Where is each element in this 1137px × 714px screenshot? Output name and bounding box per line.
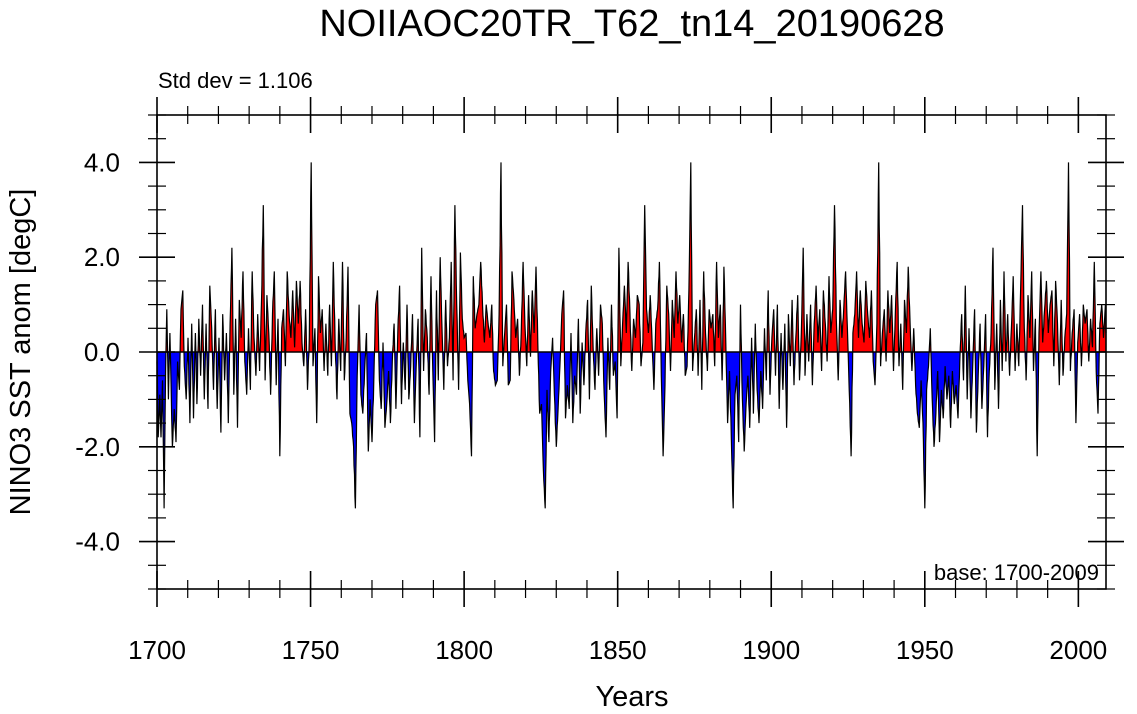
x-axis: 1700 1750 1800 1850 1900 1950 2000 bbox=[128, 97, 1107, 665]
x-tick-label: 1850 bbox=[589, 635, 647, 665]
positive-anomaly-fill bbox=[472, 261, 493, 352]
y-tick-label: 0.0 bbox=[84, 337, 120, 367]
negative-anomaly-fill bbox=[661, 352, 666, 457]
y-tick-label: -4.0 bbox=[75, 527, 120, 557]
negative-anomaly-fill bbox=[914, 352, 930, 509]
negative-anomaly-fill bbox=[378, 352, 383, 409]
x-tick-label: 1800 bbox=[435, 635, 493, 665]
y-axis: -4.0 -2.0 0.0 2.0 4.0 bbox=[75, 114, 1124, 590]
std-dev-annotation: Std dev = 1.106 bbox=[158, 68, 313, 93]
x-tick-label: 2000 bbox=[1049, 635, 1107, 665]
negative-anomaly-fill bbox=[553, 352, 561, 447]
x-tick-label: 1750 bbox=[282, 635, 340, 665]
positive-anomaly-fill bbox=[424, 309, 428, 352]
anomaly-fills bbox=[157, 162, 1106, 509]
y-tick-label: 2.0 bbox=[84, 242, 120, 272]
negative-anomaly-fill bbox=[538, 352, 552, 509]
y-tick-label: 4.0 bbox=[84, 147, 120, 177]
negative-anomaly-fill bbox=[726, 352, 740, 509]
y-tick-label: -2.0 bbox=[75, 432, 120, 462]
chart-title: NOIIAOC20TR_T62_tn14_20190628 bbox=[319, 3, 944, 45]
x-tick-label: 1700 bbox=[128, 635, 186, 665]
x-tick-label: 1900 bbox=[742, 635, 800, 665]
negative-anomaly-fill bbox=[603, 352, 608, 438]
negative-anomaly-fill bbox=[170, 352, 181, 447]
x-tick-label: 1950 bbox=[896, 635, 954, 665]
series-line bbox=[156, 162, 1107, 509]
x-axis-label: Years bbox=[595, 681, 668, 713]
y-axis-label: NINO3 SST anom [degC] bbox=[5, 189, 37, 516]
negative-anomaly-fill bbox=[741, 352, 752, 452]
